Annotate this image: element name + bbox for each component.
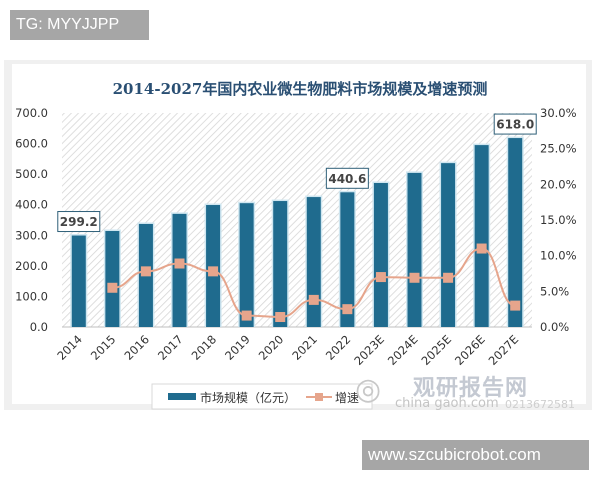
bar: [239, 203, 254, 327]
growth-marker: [443, 272, 454, 283]
legend: 市场规模（亿元） 增速: [151, 383, 373, 410]
annotation-label: 618.0: [496, 118, 534, 132]
growth-marker: [107, 282, 118, 293]
legend-bar-label: 市场规模（亿元）: [200, 390, 296, 405]
bar-series: [70, 136, 524, 327]
growth-marker: [375, 272, 386, 283]
x-tick-label: 2022: [323, 332, 354, 363]
value-annotations: 299.2 440.6 618.0: [57, 113, 537, 233]
x-tick-label: 2025E: [418, 332, 454, 368]
chart-title: 2014-2027年国内农业微生物肥料市场规模及增速预测: [112, 80, 488, 98]
growth-marker: [510, 300, 521, 311]
x-tick-label: 2023E: [351, 332, 387, 368]
legend-line-label: 增速: [335, 391, 359, 405]
growth-marker: [275, 312, 286, 323]
tg-badge: TG: MYYJJPP: [10, 10, 149, 40]
growth-marker: [342, 304, 353, 315]
annotation-label: 299.2: [60, 215, 98, 229]
growth-marker: [174, 258, 185, 269]
left-tick-label: 600.0: [15, 137, 48, 151]
bar: [172, 213, 187, 327]
growth-marker: [409, 272, 420, 283]
bar: [373, 183, 388, 327]
bar: [441, 163, 456, 327]
url-badge: www.szcubicrobot.com: [362, 440, 589, 470]
growth-marker: [241, 310, 252, 321]
x-tick-label: 2026E: [452, 332, 488, 368]
x-tick-label: 2020: [256, 332, 287, 363]
right-tick-label: 10.0%: [540, 249, 577, 263]
x-tick-label: 2015: [88, 332, 119, 363]
growth-marker: [140, 266, 151, 277]
left-tick-label: 700.0: [15, 106, 48, 120]
x-tick-label: 2027E: [486, 332, 522, 368]
bar: [206, 205, 221, 327]
left-tick-label: 100.0: [15, 289, 48, 303]
legend-bar-swatch: [168, 393, 196, 400]
growth-marker: [208, 266, 219, 277]
x-tick-label: 2017: [155, 332, 186, 363]
left-tick-label: 500.0: [15, 167, 48, 181]
right-tick-label: 25.0%: [540, 142, 577, 156]
bar: [474, 145, 489, 327]
bar: [105, 231, 120, 327]
x-tick-label: 2024E: [385, 332, 421, 368]
x-axis-labels: 2014 2015 2016 2017 2018 2019 2020 2021 20222023…: [54, 332, 521, 368]
plot-area: [62, 113, 532, 327]
x-tick-label: 2019: [222, 332, 253, 363]
left-tick-label: 400.0: [15, 198, 48, 212]
x-tick-label: 2016: [121, 332, 152, 363]
right-tick-label: 0.0%: [540, 320, 569, 334]
left-tick-label: 200.0: [15, 259, 48, 273]
right-tick-label: 30.0%: [540, 106, 577, 120]
right-tick-label: 15.0%: [540, 213, 577, 227]
bar: [306, 197, 321, 327]
growth-marker: [308, 294, 319, 305]
growth-line-series: [107, 243, 521, 323]
annotation-box: [57, 211, 101, 233]
left-tick-label: 300.0: [15, 228, 48, 242]
right-axis: 0.0% 5.0% 10.0% 15.0% 20.0% 25.0% 30.0%: [540, 106, 577, 334]
bar: [273, 201, 288, 327]
left-axis: 0.0 100.0 200.0 300.0 400.0 500.0 600.0 700.0: [15, 106, 48, 334]
bar: [71, 235, 86, 327]
bar: [407, 172, 422, 327]
annotation-box: [325, 167, 369, 189]
left-tick-label: 0.0: [30, 320, 48, 334]
bar: [508, 138, 523, 327]
x-tick-label: 2021: [289, 332, 320, 363]
annotation-box: [493, 113, 537, 135]
legend-line-marker: [315, 393, 323, 401]
right-tick-label: 20.0%: [540, 177, 577, 191]
bar: [340, 192, 355, 327]
right-tick-label: 5.0%: [540, 284, 569, 298]
x-tick-label: 2014: [54, 332, 85, 363]
annotation-label: 440.6: [328, 172, 366, 186]
growth-marker: [476, 243, 487, 254]
x-tick-label: 2018: [189, 332, 220, 363]
